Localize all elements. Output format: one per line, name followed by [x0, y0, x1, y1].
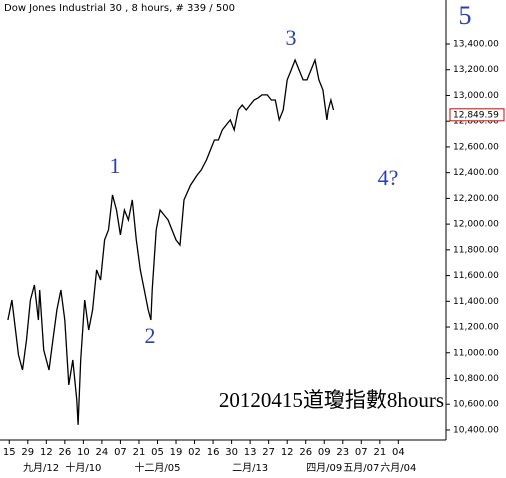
y-tick-label: 11,200.00: [453, 323, 499, 333]
wave-label: 4?: [378, 165, 399, 190]
x-tick-label: 10: [77, 447, 90, 458]
y-tick-label: 12,800.00: [453, 117, 499, 127]
price-line: [7, 57, 335, 425]
x-tick-label: 21: [373, 447, 386, 458]
last-price-label: 12,849.59: [453, 110, 499, 120]
x-tick-label: 07: [355, 447, 368, 458]
x-month-label: 五月/07: [343, 462, 379, 474]
x-tick-label: 04: [392, 447, 405, 458]
x-tick-label: 30: [225, 447, 238, 458]
y-tick-label: 12,600.00: [453, 142, 499, 152]
x-tick-label: 13: [244, 447, 257, 458]
caption: 20120415道瓊指數8hours: [219, 388, 444, 412]
x-tick-label: 29: [21, 447, 34, 458]
y-tick-label: 10,800.00: [453, 374, 499, 384]
x-month-label: 十月/10: [65, 461, 101, 474]
x-tick-label: 19: [170, 447, 183, 458]
x-month-label: 二月/13: [232, 462, 268, 474]
y-tick-label: 13,400.00: [453, 40, 499, 50]
x-tick-label: 05: [151, 447, 164, 458]
y-tick-label: 12,200.00: [453, 194, 499, 204]
wave-label: 1: [110, 153, 121, 178]
x-month-label: 九月/12: [23, 462, 59, 474]
y-tick-label: 12,400.00: [453, 168, 499, 178]
x-month-label: 四月/09: [306, 462, 342, 474]
x-tick-label: 27: [262, 447, 275, 458]
x-tick-label: 12: [281, 447, 294, 458]
y-tick-label: 13,200.00: [453, 65, 499, 75]
x-tick-label: 09: [318, 447, 331, 458]
x-tick-label: 16: [207, 447, 220, 458]
x-tick-label: 26: [299, 447, 312, 458]
x-month-label: 六月/04: [380, 462, 416, 474]
x-tick-label: 24: [96, 447, 109, 458]
x-month-label: 十二月/05: [134, 461, 180, 474]
x-tick-label: 15: [3, 447, 16, 458]
wave-label: 2: [145, 323, 156, 348]
y-tick-label: 10,400.00: [453, 425, 499, 435]
x-tick-label: 26: [58, 447, 71, 458]
x-tick-label: 12: [40, 447, 53, 458]
y-tick-label: 10,600.00: [453, 400, 499, 410]
x-tick-label: 07: [114, 447, 127, 458]
last-price-box: [449, 108, 505, 122]
wave-label: 5: [459, 1, 472, 30]
y-tick-label: 12,000.00: [453, 220, 499, 230]
chart-title: Dow Jones Industrial 30 , 8 hours, # 339…: [4, 3, 235, 14]
y-tick-label: 11,400.00: [453, 297, 499, 307]
x-tick-label: 23: [336, 447, 349, 458]
y-tick-label: 11,600.00: [453, 271, 499, 281]
wave-label: 3: [286, 25, 297, 50]
y-tick-label: 11,800.00: [453, 245, 499, 255]
y-tick-label: 11,000.00: [453, 348, 499, 358]
x-tick-label: 02: [188, 447, 201, 458]
x-tick-label: 21: [133, 447, 146, 458]
y-tick-label: 13,000.00: [453, 91, 499, 101]
